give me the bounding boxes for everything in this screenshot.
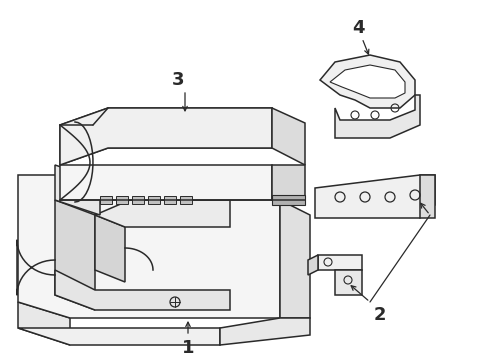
Polygon shape <box>272 108 305 165</box>
Polygon shape <box>55 270 230 310</box>
Polygon shape <box>100 196 112 204</box>
Polygon shape <box>55 165 100 215</box>
Polygon shape <box>55 200 95 310</box>
Polygon shape <box>164 196 176 204</box>
Polygon shape <box>116 196 128 204</box>
Polygon shape <box>60 108 272 165</box>
Polygon shape <box>220 318 310 345</box>
Polygon shape <box>95 200 230 227</box>
Polygon shape <box>60 165 272 200</box>
Polygon shape <box>420 175 435 218</box>
Polygon shape <box>95 215 125 282</box>
Polygon shape <box>308 255 318 275</box>
Text: 1: 1 <box>182 339 194 357</box>
Polygon shape <box>315 175 435 218</box>
Polygon shape <box>330 65 405 98</box>
Polygon shape <box>335 270 362 295</box>
Polygon shape <box>272 165 305 200</box>
Polygon shape <box>18 175 280 318</box>
Polygon shape <box>18 302 70 345</box>
Polygon shape <box>148 196 160 204</box>
Polygon shape <box>320 55 415 108</box>
Text: 4: 4 <box>352 19 364 37</box>
Polygon shape <box>280 200 310 318</box>
Polygon shape <box>132 196 144 204</box>
Polygon shape <box>272 195 305 205</box>
Text: 3: 3 <box>172 71 184 89</box>
Polygon shape <box>335 95 420 138</box>
Polygon shape <box>180 196 192 204</box>
Polygon shape <box>18 328 220 345</box>
Polygon shape <box>60 108 272 165</box>
Polygon shape <box>318 255 362 270</box>
Text: 2: 2 <box>374 306 386 324</box>
